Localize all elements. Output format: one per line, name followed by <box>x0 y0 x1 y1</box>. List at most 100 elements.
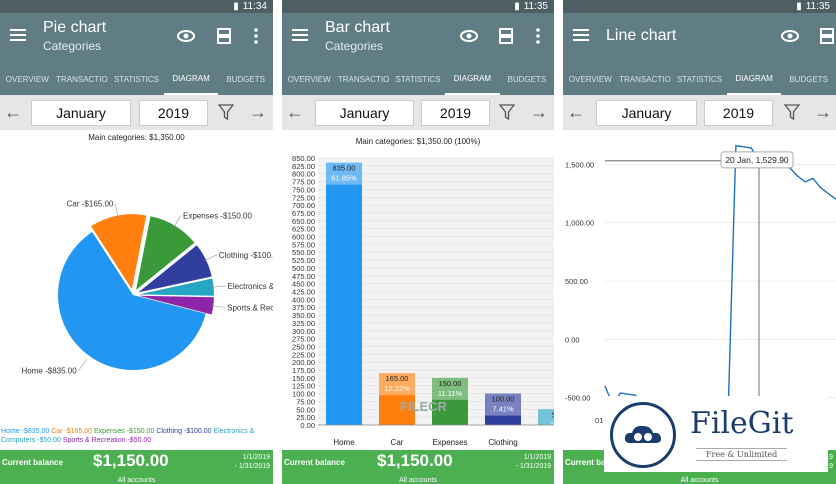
menu-icon[interactable] <box>573 29 589 41</box>
y-tick-label: 200.00 <box>292 358 315 367</box>
tab-statistics[interactable]: STATISTICS <box>113 75 159 84</box>
month-selector[interactable]: January <box>596 100 697 126</box>
pie-slice[interactable] <box>138 295 214 315</box>
pie-caption: Main categories: $1,350.00 <box>88 133 185 142</box>
balance-value: $1,150.00 <box>93 451 169 470</box>
page-title: Bar chart <box>325 19 390 36</box>
tab-bar: OVERVIEW TRANSACTIO STATISTICS DIAGRAM B… <box>0 65 273 95</box>
tab-transactions[interactable]: TRANSACTIO <box>619 75 671 84</box>
pie-leader-line <box>204 254 218 262</box>
balance-label: Current balance <box>565 458 626 467</box>
tooltip-text: 20 Jan, 1,529.90 <box>725 155 789 165</box>
y-tick-label: 500.00 <box>292 264 315 273</box>
bar[interactable] <box>485 393 521 425</box>
bar-highlight <box>432 377 468 400</box>
tab-diagram[interactable]: DIAGRAM <box>445 65 500 95</box>
pie-slice-label: Car -$165.00 <box>67 200 114 209</box>
eye-icon[interactable] <box>460 27 478 45</box>
y-tick-label: 1,500.00 <box>565 160 594 169</box>
prev-arrow-icon[interactable]: ← <box>286 102 304 122</box>
pie-slice[interactable] <box>91 214 147 290</box>
tab-statistics[interactable]: STATISTICS <box>676 75 722 84</box>
more-vert-icon[interactable] <box>529 27 547 45</box>
y-tick-label: 750.00 <box>292 185 315 194</box>
prev-arrow-icon[interactable]: ← <box>567 102 585 122</box>
year-selector[interactable]: 2019 <box>139 100 208 126</box>
y-tick-label: 650.00 <box>292 217 315 226</box>
tab-budgets[interactable]: BUDGETS <box>226 75 265 84</box>
filegit-logo: FileGit Free & Unlimited <box>604 396 828 472</box>
next-arrow-icon[interactable]: → <box>814 102 832 122</box>
month-selector[interactable]: January <box>31 100 131 126</box>
pie-slice-label: Clothing -$100.00 <box>219 251 273 260</box>
pie-slice[interactable] <box>138 245 212 293</box>
tab-diagram[interactable]: DIAGRAM <box>163 65 219 95</box>
date-bar: ← January 2019 → <box>282 95 554 130</box>
y-tick-label: 0.00 <box>565 335 580 344</box>
y-tick-label: 475.00 <box>292 272 315 281</box>
pie-slice[interactable] <box>58 232 206 370</box>
y-tick-label: 450.00 <box>292 280 315 289</box>
menu-icon[interactable] <box>292 29 308 41</box>
more-vert-icon[interactable] <box>247 27 265 45</box>
y-tick-label: 275.00 <box>292 335 315 344</box>
tab-statistics[interactable]: STATISTICS <box>395 75 441 84</box>
pie-leader-line <box>78 358 88 371</box>
y-tick-label: 375.00 <box>292 303 315 312</box>
y-tick-label: 25.00 <box>296 413 315 422</box>
tab-overview[interactable]: OVERVIEW <box>5 75 49 84</box>
filter-icon[interactable] <box>217 104 235 125</box>
y-tick-label: 1,000.00 <box>565 219 594 228</box>
page-title: Line chart <box>606 27 677 44</box>
next-arrow-icon[interactable]: → <box>530 102 548 122</box>
y-tick-label: 75.00 <box>296 397 315 406</box>
bar[interactable] <box>326 162 362 425</box>
balance-line[interactable] <box>604 144 836 415</box>
signal-icon: ▮ <box>233 1 239 12</box>
pie-slice-label: Home -$835.00 <box>22 366 78 375</box>
bar-value-label: 835.00 <box>333 164 356 173</box>
bar-value-label: 50 <box>552 410 554 419</box>
bar-percent-label: 61.85% <box>331 174 357 183</box>
pie-slice[interactable] <box>138 278 214 296</box>
eye-icon[interactable] <box>781 27 799 45</box>
bar-caption: Main categories: $1,350.00 (100%) <box>355 137 481 146</box>
line-chart: -500.00 0.00 500.00 1,000.00 1,500.00 20 Jan,… <box>565 144 836 425</box>
tab-bar: OVERVIEW TRANSACTIO STATISTICS DIAGRAM B… <box>563 65 836 95</box>
pie-leader-line <box>211 285 226 288</box>
layout-icon[interactable] <box>497 27 515 45</box>
status-time: 11:35 <box>805 1 830 12</box>
bar-chart: 0.0025.0050.0075.00100.00125.00150.00175… <box>292 154 554 447</box>
app-bar: Line chart <box>563 13 836 65</box>
menu-icon[interactable] <box>10 29 26 41</box>
bar[interactable] <box>379 373 415 425</box>
tab-diagram[interactable]: DIAGRAM <box>726 65 782 95</box>
bar-value-label: 165.00 <box>386 374 409 383</box>
tab-transactions[interactable]: TRANSACTIO <box>337 75 390 84</box>
accounts-label: All accounts <box>399 477 437 484</box>
year-selector[interactable]: 2019 <box>704 100 773 126</box>
eye-icon[interactable] <box>177 27 195 45</box>
tab-overview[interactable]: OVERVIEW <box>568 75 612 84</box>
filter-icon[interactable] <box>498 104 516 125</box>
year-selector[interactable]: 2019 <box>421 100 490 126</box>
pie-slice[interactable] <box>136 216 195 290</box>
month-selector[interactable]: January <box>315 100 414 126</box>
legend-entry: Sports & Recreation -$50.00 <box>62 437 152 444</box>
date-bar: ← January 2019 → <box>563 95 836 130</box>
tab-transactions[interactable]: TRANSACTIO <box>56 75 108 84</box>
bar-value-label: 100.00 <box>492 395 515 404</box>
pie-slice-label: Sports & Recr... <box>227 304 273 313</box>
watermark: FILECR <box>400 399 447 414</box>
layout-icon[interactable] <box>818 27 836 45</box>
bar[interactable] <box>432 377 468 425</box>
filter-icon[interactable] <box>783 104 801 125</box>
bar[interactable] <box>538 409 554 425</box>
next-arrow-icon[interactable]: → <box>249 102 267 122</box>
y-tick-label: 500.00 <box>565 277 588 286</box>
prev-arrow-icon[interactable]: ← <box>4 102 22 122</box>
tab-overview[interactable]: OVERVIEW <box>287 75 331 84</box>
layout-icon[interactable] <box>215 27 233 45</box>
tab-budgets[interactable]: BUDGETS <box>507 75 547 84</box>
tab-budgets[interactable]: BUDGETS <box>789 75 828 84</box>
